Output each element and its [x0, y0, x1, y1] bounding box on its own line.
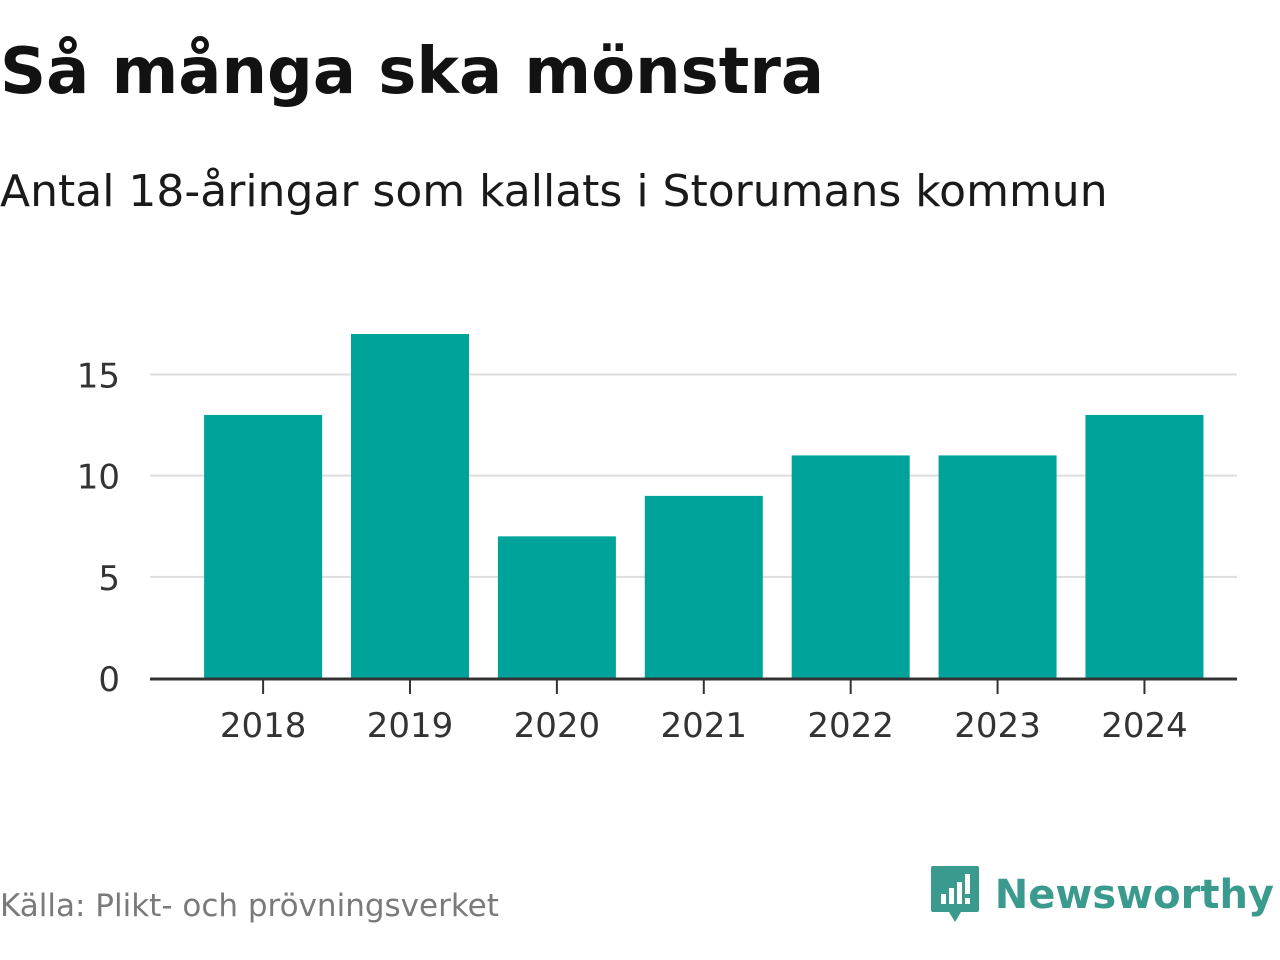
- bar-2019: [350, 334, 469, 678]
- x-tick-label: 2018: [220, 706, 307, 746]
- y-axis: 0 5 10 15: [77, 356, 120, 700]
- x-tick-label: 2023: [954, 706, 1041, 746]
- y-tick-label: 0: [98, 660, 120, 700]
- x-tick-label: 2022: [807, 706, 894, 746]
- x-axis: 2018 2019 2020 2021 2022 2023 2024: [220, 680, 1188, 746]
- bar-2024: [1085, 414, 1204, 678]
- newsworthy-logo-icon: [930, 866, 979, 922]
- chart-subtitle: Antal 18-åringar som kallats i Storumans…: [0, 166, 1108, 217]
- chart-title: Så många ska mönstra: [0, 35, 825, 109]
- bars: [204, 334, 1204, 678]
- source-note: Källa: Plikt- och prövningsverket: [0, 888, 499, 924]
- x-tick-label: 2021: [661, 706, 748, 746]
- y-tick-label: 15: [77, 356, 120, 396]
- bar-2022: [791, 455, 910, 678]
- x-tick-label: 2024: [1101, 706, 1188, 746]
- bar-2023: [938, 455, 1057, 678]
- bar-2018: [204, 414, 323, 678]
- bar-chart: 2018 2019 2020 2021 2022 2023 2024 0 5 10 15: [77, 334, 1237, 746]
- brand-name: Newsworthy: [994, 872, 1274, 918]
- bar-2021: [644, 495, 763, 678]
- x-tick-label: 2020: [514, 706, 601, 746]
- brand[interactable]: Newsworthy: [929, 864, 1274, 926]
- x-tick-label: 2019: [367, 706, 454, 746]
- y-tick-label: 5: [98, 559, 120, 599]
- y-tick-label: 10: [77, 458, 120, 498]
- bar-2020: [497, 536, 616, 678]
